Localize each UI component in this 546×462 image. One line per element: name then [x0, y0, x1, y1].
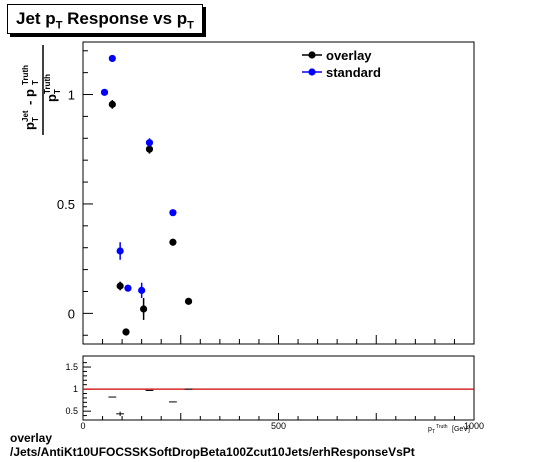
- ratio-x-tick-label: 0: [80, 421, 85, 431]
- ratio-y-tick-label: 1: [73, 384, 78, 394]
- overlay-point: [169, 238, 177, 246]
- ratio-y-tick-label: 0.5: [65, 406, 78, 416]
- ylabel-t3: T: [53, 89, 62, 94]
- legend-label-standard: standard: [326, 65, 381, 80]
- overlay-point: [145, 145, 154, 153]
- overlay-point: [122, 328, 130, 336]
- ylabel-truth2: Truth: [43, 74, 52, 94]
- ratio-y-tick-label: 1.5: [65, 362, 78, 372]
- ratio-x-tick-label: 500: [271, 421, 286, 431]
- legend-marker-standard: [308, 68, 316, 76]
- ylabel-jet: Jet: [21, 110, 30, 122]
- overlay-point: [116, 282, 124, 290]
- main-y-tick-label: 1: [68, 88, 75, 103]
- footer-line-2: /Jets/AntiKt10UFOCSSKSoftDropBeta100Zcut…: [10, 445, 415, 459]
- xlabel-unit: [GeV]: [452, 426, 470, 433]
- standard-point: [145, 139, 154, 147]
- xlabel-p: p: [428, 426, 432, 433]
- standard-point: [116, 247, 124, 255]
- main-y-tick-label: 0.5: [57, 197, 75, 212]
- xlabel-t: T: [432, 429, 435, 435]
- ylabel-p1: p: [22, 122, 37, 130]
- ratio-x-tick-label: 1000: [464, 421, 484, 431]
- ratio-plot-frame: [82, 355, 475, 421]
- legend-label-overlay: overlay: [326, 48, 372, 63]
- ylabel-t2: T: [31, 80, 40, 85]
- main-y-tick-label: 0: [68, 306, 75, 321]
- footer-line-1: overlay: [10, 431, 53, 445]
- legend-marker-overlay: [308, 51, 316, 59]
- histogram-path: overlay /Jets/AntiKt10UFOCSSKSoftDropBet…: [10, 431, 415, 459]
- standard-point: [108, 54, 116, 63]
- standard-point: [169, 209, 177, 217]
- xlabel-truth: Truth: [436, 424, 448, 430]
- standard-point: [124, 284, 132, 292]
- chart-title: Jet pT Response vs pT: [7, 4, 203, 34]
- standard-point: [138, 286, 146, 294]
- overlay-point: [184, 297, 193, 305]
- standard-point: [100, 88, 109, 96]
- ylabel-truth: Truth: [21, 65, 30, 85]
- ylabel-p3: p: [44, 94, 59, 102]
- overlay-point: [140, 305, 148, 313]
- overlay-point: [108, 100, 116, 108]
- ylabel-t1: T: [31, 117, 40, 122]
- ylabel-p2: - p: [22, 89, 37, 105]
- main-plot-frame: [82, 41, 475, 345]
